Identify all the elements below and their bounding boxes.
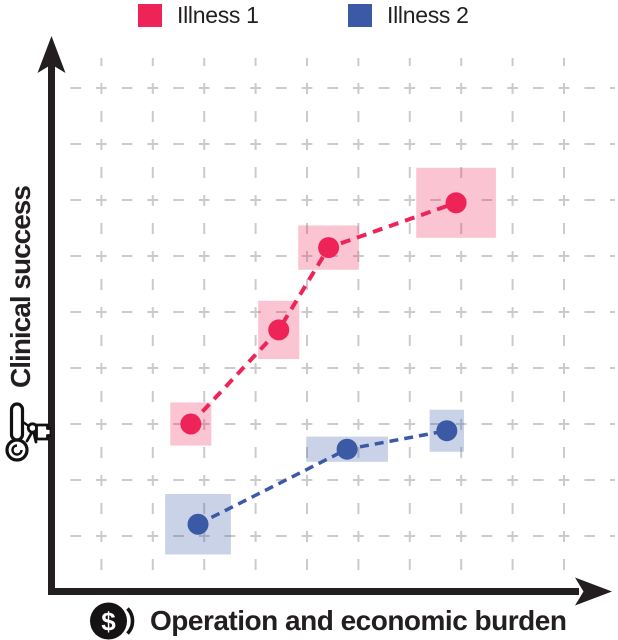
illness-1-data-point [268,319,290,341]
thermometer-hand-icon [5,402,51,462]
illness-1-data-point [445,192,467,214]
x-axis-arrow-icon [575,577,612,606]
x-axis-title-row: $ Operation and economic burden [89,601,567,640]
illness-2-data-point [336,438,358,460]
axes-layer [37,36,612,606]
illness-1-data-point [180,413,202,435]
illness-1-data-point [318,237,340,259]
series-illness-1 [170,167,496,446]
legend-item-illness-1: Illness 1 [138,2,259,28]
illness-1-trend-line [189,200,457,426]
illness-2-swatch-icon [348,3,372,27]
illness-1-swatch-icon [138,3,162,27]
series-illness-2 [165,409,465,555]
y-axis-title: Clinical success [5,186,36,388]
legend-item-illness-2: Illness 2 [348,2,469,28]
illness-2-data-point [187,513,209,535]
legend-label: Illness 1 [177,2,259,28]
illness-2-data-point [436,420,458,442]
svg-text:$: $ [101,607,116,637]
grid-layer [62,58,615,584]
legend: Illness 1 Illness 2 [0,0,618,30]
x-axis-title: Operation and economic burden [150,605,567,636]
series-layer [165,167,496,555]
legend-label: Illness 2 [387,2,469,28]
dollar-coin-icon: $ [90,602,135,640]
y-axis-arrow-icon [37,36,66,73]
axis-lines [48,64,579,595]
